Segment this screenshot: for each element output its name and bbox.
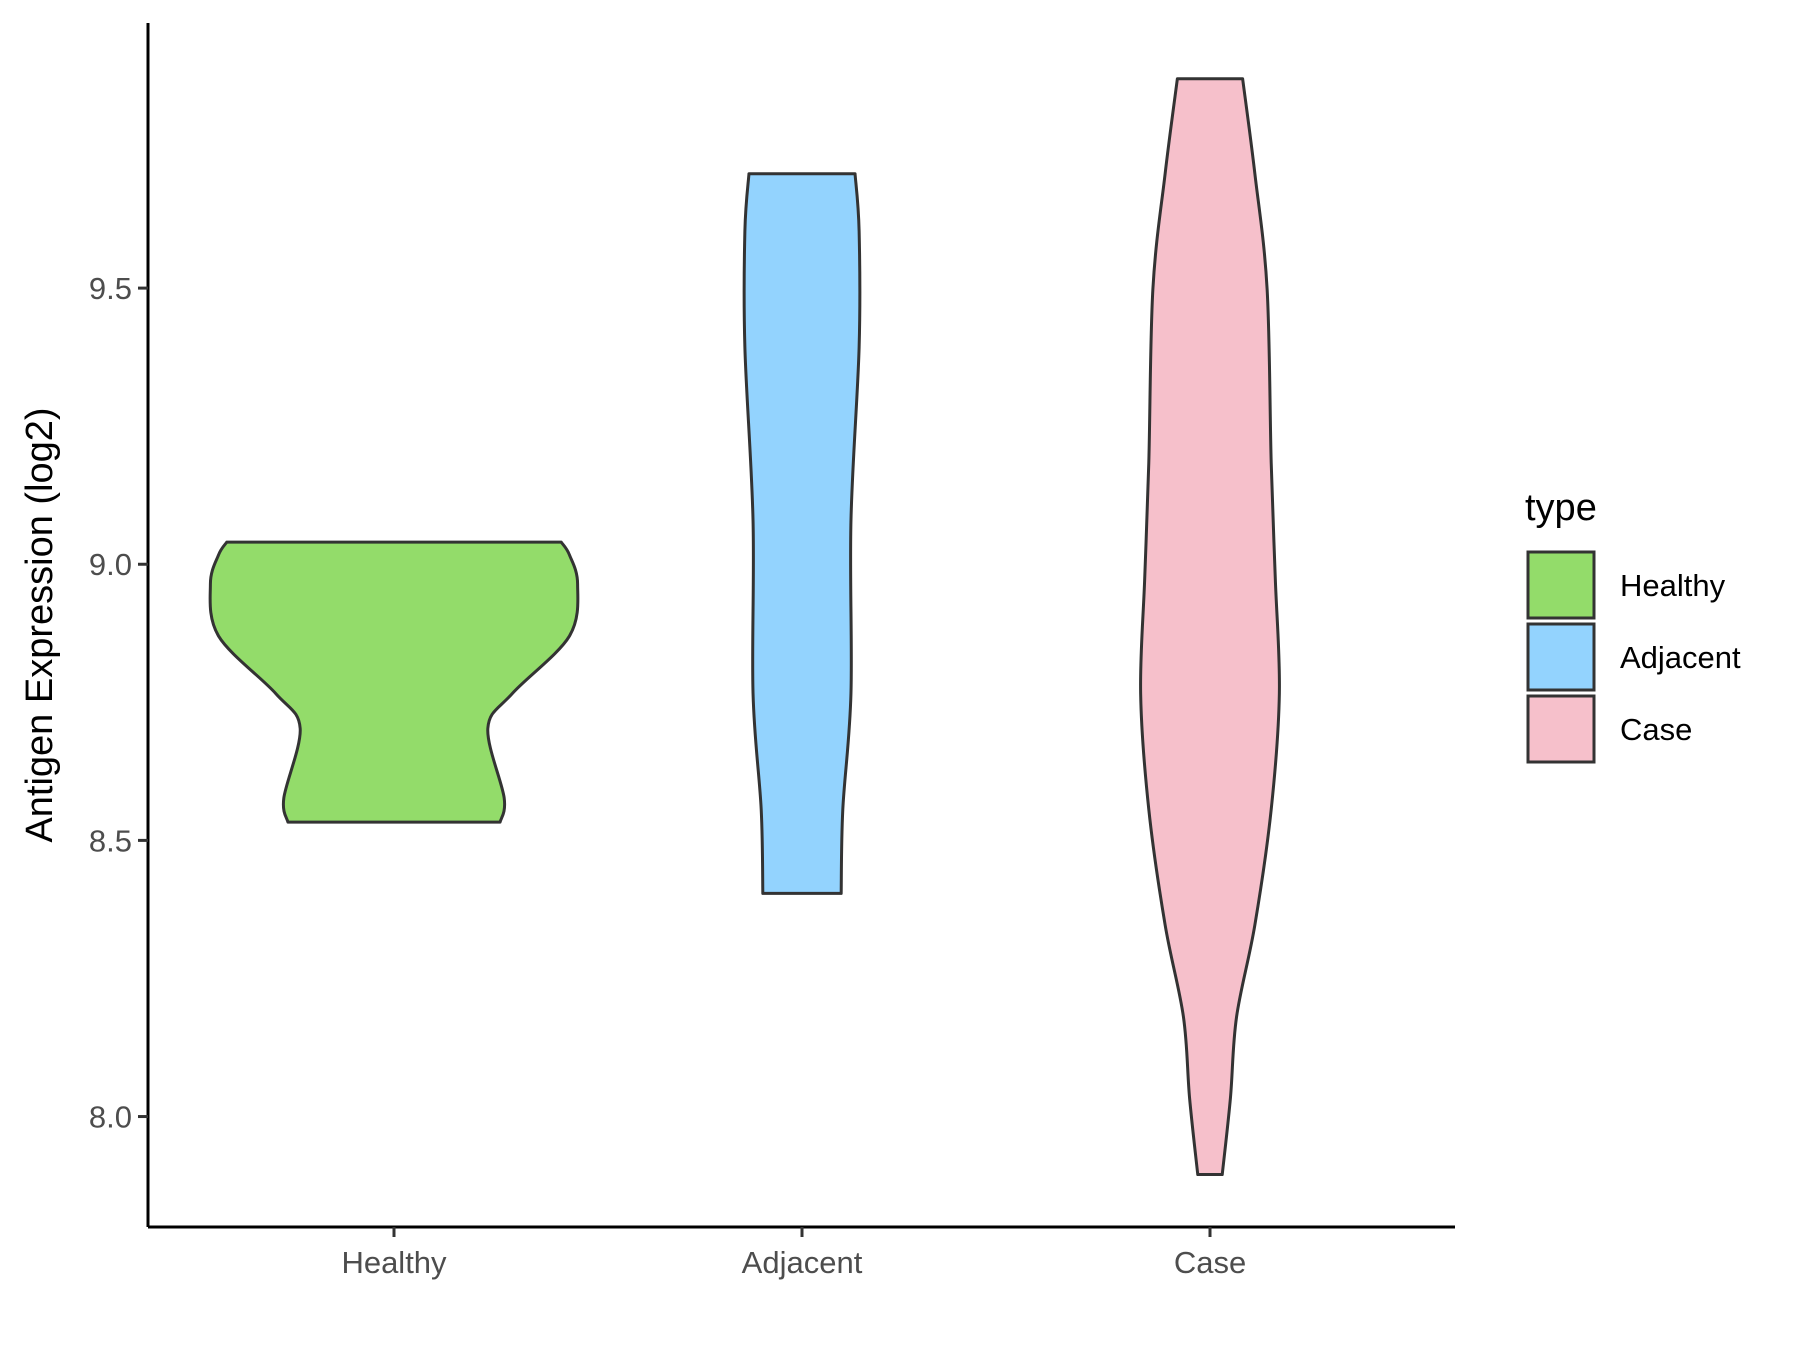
legend-key (1526, 550, 1596, 620)
violin (1139, 77, 1281, 1177)
x-tick-label: Healthy (341, 1245, 447, 1280)
y-tick-label: 9.0 (89, 547, 132, 582)
violin (742, 172, 862, 895)
y-tick-label: 9.5 (89, 271, 132, 306)
legend-label: Case (1620, 712, 1692, 747)
x-tick-label: Adjacent (742, 1245, 863, 1280)
y-tick-label: 8.0 (89, 1100, 132, 1135)
legend-title: type (1525, 487, 1597, 529)
legend-key (1526, 622, 1596, 692)
x-tick-label: Case (1174, 1245, 1246, 1280)
legend-label: Adjacent (1620, 640, 1741, 675)
y-tick-label: 8.5 (89, 823, 132, 858)
legend-label: Healthy (1620, 568, 1726, 603)
legend-key (1526, 694, 1596, 764)
violin (208, 540, 580, 824)
y-axis-title: Antigen Expression (log2) (19, 407, 61, 842)
